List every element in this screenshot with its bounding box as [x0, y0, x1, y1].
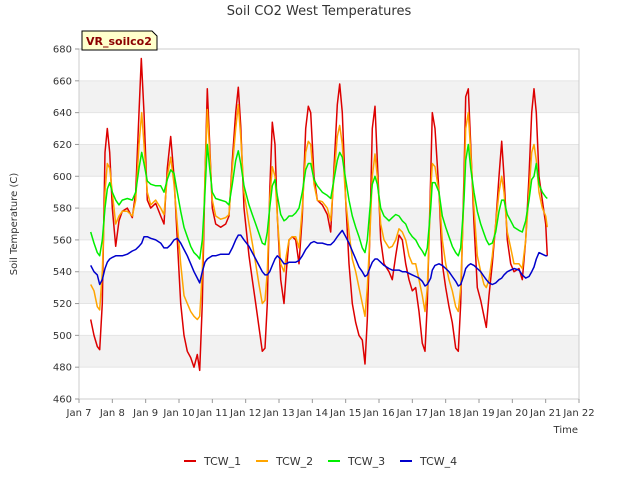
y-tick-label: 520 — [53, 299, 72, 310]
y-axis-label: Soil Temperature (C) — [9, 173, 20, 276]
x-tick-label: Jan 16 — [362, 408, 394, 419]
grid-band — [79, 335, 579, 368]
x-axis-ticks: Jan 7 Jan 8 Jan 9 Jan 10 Jan 11 Jan 12 Jan 13 J… — [66, 399, 595, 419]
x-tick-label: Jan 22 — [562, 408, 594, 419]
y-tick-label: 620 — [53, 140, 72, 151]
y-tick-label: 660 — [53, 76, 72, 87]
x-tick-label: Jan 20 — [496, 408, 528, 419]
y-tick-label: 500 — [53, 331, 72, 342]
x-tick-label: Jan 17 — [396, 408, 428, 419]
x-axis-label: Time — [553, 425, 578, 436]
grid-band — [79, 144, 579, 177]
x-tick-label: Jan 21 — [529, 408, 561, 419]
x-tick-label: Jan 15 — [329, 408, 361, 419]
grid-band — [79, 271, 579, 304]
x-tick-label: Jan 7 — [66, 408, 92, 419]
y-tick-label: 560 — [53, 235, 72, 246]
legend: TCW_1 TCW_2 TCW_3 TCW_4 — [184, 455, 457, 468]
series-line-tcw-4 — [90, 229, 548, 287]
x-tick-label: Jan 13 — [262, 408, 294, 419]
x-tick-label: Jan 8 — [99, 408, 125, 419]
legend-label: TCW_4 — [419, 455, 457, 468]
x-tick-label: Jan 14 — [296, 408, 328, 419]
x-tick-label: Jan 19 — [462, 408, 494, 419]
x-tick-label: Jan 10 — [162, 408, 194, 419]
series-line-tcw-3 — [89, 143, 548, 260]
y-tick-label: 540 — [53, 267, 72, 278]
y-axis-ticks: 460 480 500 520 540 560 580 600 620 640 660 680 — [53, 45, 79, 406]
y-tick-label: 640 — [53, 108, 72, 119]
x-tick-label: Jan 9 — [132, 408, 158, 419]
x-tick-label: Jan 11 — [196, 408, 228, 419]
legend-label: TCW_2 — [275, 455, 313, 468]
chart-badge: VR_soilco2 — [81, 30, 158, 51]
chart-title: Soil CO2 West Temperatures — [227, 4, 412, 19]
badge-label: VR_soilco2 — [86, 35, 152, 48]
y-tick-label: 600 — [53, 172, 72, 183]
legend-label: TCW_1 — [203, 455, 241, 468]
grid-band — [79, 80, 579, 113]
grid-bands — [79, 48, 579, 400]
x-tick-label: Jan 18 — [429, 408, 461, 419]
plot-frame — [78, 48, 580, 400]
y-tick-label: 480 — [53, 363, 72, 374]
y-tick-label: 680 — [53, 45, 72, 56]
y-tick-label: 460 — [53, 395, 72, 406]
legend-label: TCW_3 — [347, 455, 385, 468]
series-lines — [89, 57, 549, 372]
series-line-tcw-2 — [90, 103, 549, 321]
x-tick-label: Jan 12 — [229, 408, 261, 419]
y-tick-label: 580 — [53, 204, 72, 215]
